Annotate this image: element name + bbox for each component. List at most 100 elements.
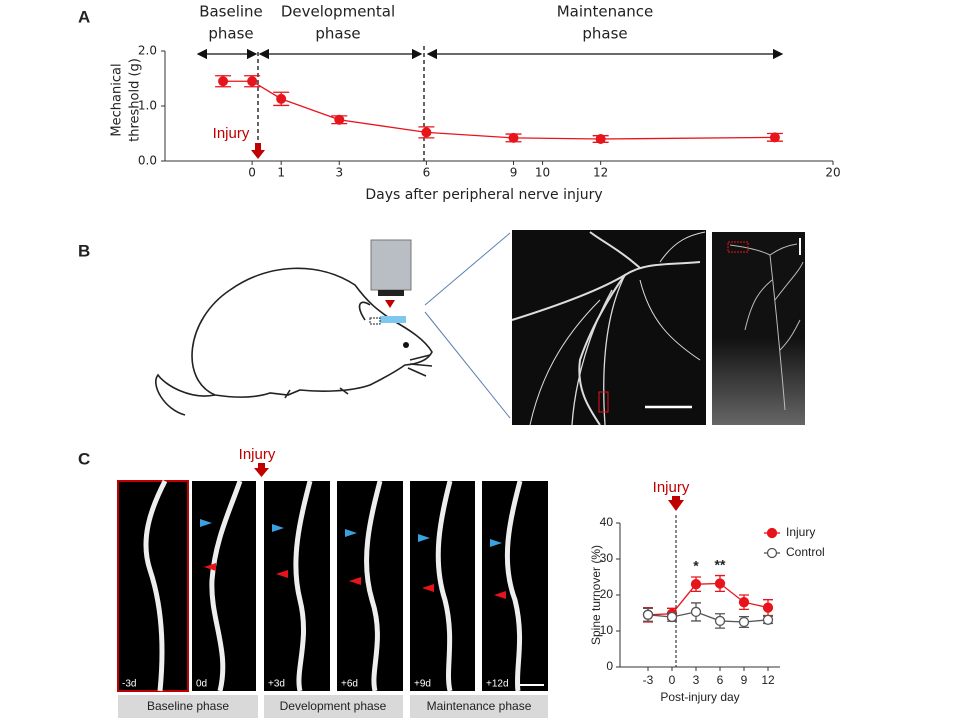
dendrite — [209, 480, 243, 692]
significance: * — [693, 558, 699, 574]
injury-arrow — [251, 143, 265, 159]
dendrites — [511, 231, 706, 426]
x-tick-label: 0 — [248, 166, 256, 180]
point — [276, 93, 287, 104]
y-axis-label: Mechanical — [110, 63, 125, 136]
arrowhead — [418, 534, 430, 542]
point — [508, 132, 519, 143]
roi-box — [598, 391, 609, 413]
y-tick-label: 0.0 — [138, 154, 157, 168]
objective-tip — [378, 290, 404, 296]
point — [690, 606, 702, 618]
frame-label: -3d — [122, 679, 136, 690]
panel-label: B — [78, 241, 90, 260]
point — [666, 611, 678, 623]
arrowhead — [494, 591, 506, 599]
phase-label: Developmental — [281, 3, 395, 21]
dendrite — [435, 480, 453, 692]
injury-label: Injury — [239, 446, 276, 463]
arrowhead — [490, 539, 502, 547]
injury-arrow — [668, 496, 684, 511]
x-axis-label: Post-injury day — [660, 690, 739, 704]
frame-label: 0d — [196, 679, 207, 690]
arrowhead — [276, 570, 288, 578]
injury-arrow — [254, 463, 269, 477]
objective — [370, 239, 412, 291]
window-box — [369, 317, 381, 325]
frame-label: +3d — [268, 679, 285, 690]
point — [738, 616, 750, 628]
point — [334, 114, 345, 125]
arrowhead — [349, 577, 361, 585]
phase-label: Baseline — [199, 3, 263, 21]
y-tick-label: 2.0 — [138, 44, 157, 58]
y-tick-label: 0 — [606, 659, 613, 673]
injury-label: Injury — [653, 479, 690, 496]
x-tick-label: -3 — [643, 673, 654, 687]
y-tick-label: 10 — [600, 623, 614, 637]
phase-markers — [196, 46, 784, 161]
x-tick-label: 6 — [717, 673, 724, 687]
y-tick-label: 20 — [600, 587, 614, 601]
point — [738, 597, 750, 608]
y-tick-label: 40 — [600, 515, 614, 529]
panel-label: C — [78, 449, 90, 468]
x-tick-label: 1 — [277, 166, 285, 180]
x-tick-label: 12 — [761, 673, 775, 687]
phase-label: phase — [208, 25, 253, 43]
phase-label: Development phase — [280, 699, 387, 713]
point — [642, 609, 654, 620]
image-frame — [482, 481, 548, 691]
x-tick-label: 12 — [593, 166, 608, 180]
dendrite — [293, 480, 313, 692]
point — [714, 578, 726, 589]
phase-label: Maintenance — [557, 3, 654, 21]
zoom-line — [424, 311, 511, 419]
x-tick-label: 9 — [741, 673, 748, 687]
point — [218, 76, 229, 87]
y-tick-label: 30 — [600, 551, 614, 565]
arrowhead — [345, 529, 357, 537]
x-tick-label: 20 — [825, 166, 840, 180]
frame-label: +9d — [414, 679, 431, 690]
frame-label: +6d — [341, 679, 358, 690]
phase-box — [264, 695, 403, 718]
arrowhead — [272, 524, 284, 532]
dendrite — [143, 479, 168, 692]
micrograph — [712, 232, 805, 425]
arrowhead — [204, 563, 216, 571]
point — [690, 579, 702, 590]
point — [247, 76, 258, 87]
phase-label: Maintenance phase — [427, 699, 532, 713]
point — [421, 127, 432, 138]
cranial-window — [380, 316, 406, 323]
x-tick-label: 9 — [510, 166, 518, 180]
neuron — [729, 243, 804, 411]
mouse-eye — [403, 342, 409, 348]
point — [595, 134, 606, 144]
phase-label: phase — [582, 25, 627, 43]
x-tick-label: 10 — [535, 166, 550, 180]
roi-box — [727, 241, 749, 253]
arrowhead — [422, 584, 434, 592]
image-strip: -3d 0d +3d +6d +9d +12d — [117, 479, 548, 692]
x-tick-label: 6 — [423, 166, 431, 180]
injury-label: Injury — [213, 125, 250, 142]
point — [762, 602, 774, 613]
x-axis-label: Days after peripheral nerve injury — [365, 187, 602, 203]
point — [769, 132, 780, 143]
phase-box — [118, 695, 258, 718]
legend-marker — [766, 547, 778, 559]
frame-label: +12d — [486, 679, 509, 690]
line — [223, 80, 775, 140]
arrowhead — [200, 519, 212, 527]
legend-label: Injury — [786, 525, 815, 539]
line — [647, 582, 769, 616]
phase-label: Baseline phase — [147, 699, 229, 713]
point — [714, 615, 726, 627]
panel-label: A — [78, 7, 90, 26]
legend-marker — [766, 527, 778, 539]
legend-label: Control — [786, 545, 825, 559]
zoom-line — [424, 232, 511, 306]
laser-marker — [385, 300, 395, 308]
